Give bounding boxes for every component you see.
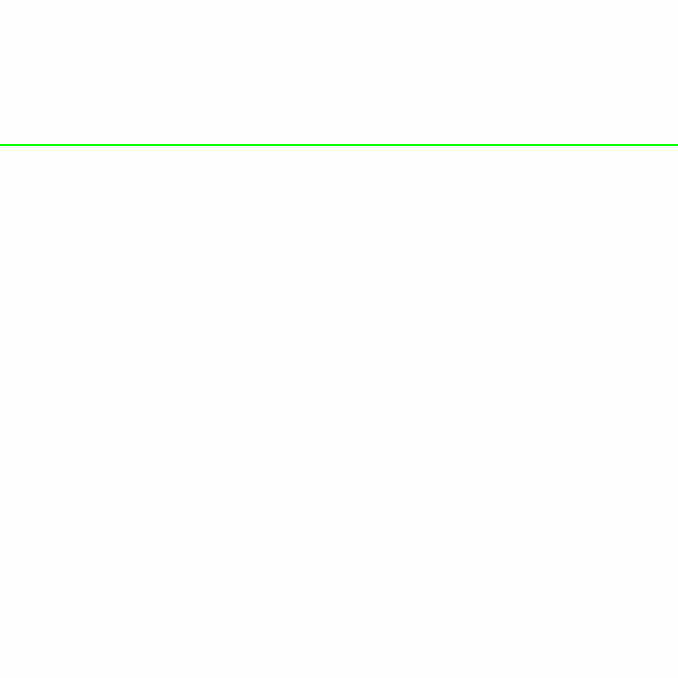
horizontal-divider-line <box>0 144 678 146</box>
